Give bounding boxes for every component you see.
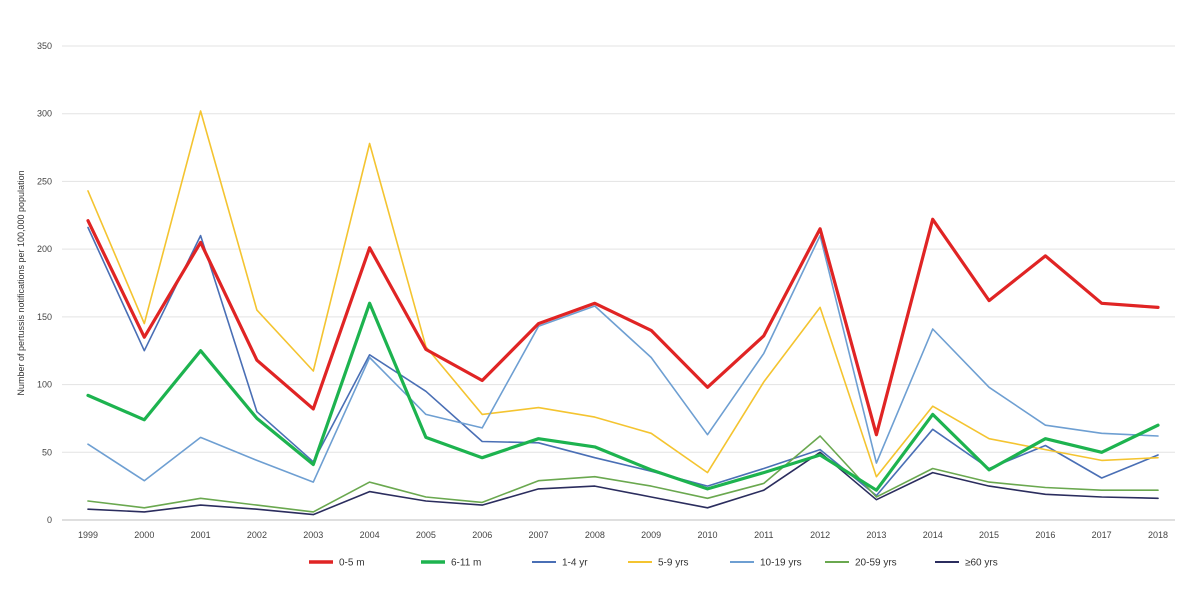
series-line-3 bbox=[87, 110, 1159, 478]
legend: 0-5 m 6-11 m 1-4 yr 5-9 yrs 10-19 yrs 20-59 y… bbox=[309, 558, 998, 569]
x-tick-label: 2013 bbox=[866, 530, 886, 540]
x-axis-ticks: 1999 2000 2001 2002 2003 2004 2005 2006 2007 2008… bbox=[78, 530, 1168, 540]
x-tick-label: 2012 bbox=[810, 530, 830, 540]
x-tick-label: 2007 bbox=[529, 530, 549, 540]
legend-label: 0-5 m bbox=[339, 558, 365, 569]
x-tick-label: 2000 bbox=[134, 530, 154, 540]
x-tick-label: 2014 bbox=[923, 530, 943, 540]
series-line-0 bbox=[86, 217, 1160, 437]
x-tick-label: 2006 bbox=[472, 530, 492, 540]
legend-label: ≥60 yrs bbox=[965, 558, 998, 569]
y-tick-label: 100 bbox=[37, 380, 52, 390]
legend-label: 6-11 m bbox=[451, 558, 481, 569]
legend-label: 20-59 yrs bbox=[855, 558, 897, 569]
legend-label: 5-9 yrs bbox=[658, 558, 689, 569]
x-tick-label: 2011 bbox=[754, 530, 773, 540]
legend-label: 1-4 yr bbox=[562, 558, 588, 569]
series-line-6 bbox=[87, 451, 1159, 516]
series-line-1 bbox=[86, 301, 1160, 492]
x-tick-label: 2016 bbox=[1035, 530, 1055, 540]
x-tick-label: 2004 bbox=[360, 530, 380, 540]
x-tick-label: 2002 bbox=[247, 530, 267, 540]
series-line-2 bbox=[87, 226, 1159, 497]
y-tick-label: 350 bbox=[37, 41, 52, 51]
y-axis-ticks: 0 50 100 150 200 250 300 350 bbox=[37, 41, 52, 525]
legend-label: 10-19 yrs bbox=[760, 558, 802, 569]
x-tick-label: 2009 bbox=[641, 530, 661, 540]
x-tick-label: 2008 bbox=[585, 530, 605, 540]
y-tick-label: 50 bbox=[42, 447, 52, 457]
y-tick-label: 300 bbox=[37, 109, 52, 119]
x-tick-label: 2003 bbox=[303, 530, 323, 540]
y-axis-label: Number of pertussis notifications per 10… bbox=[16, 170, 26, 395]
y-tick-label: 200 bbox=[37, 244, 52, 254]
x-tick-label: 2017 bbox=[1092, 530, 1112, 540]
x-tick-label: 1999 bbox=[78, 530, 98, 540]
y-tick-label: 150 bbox=[37, 312, 52, 322]
y-tick-label: 250 bbox=[37, 176, 52, 186]
x-tick-label: 2005 bbox=[416, 530, 436, 540]
x-tick-label: 2018 bbox=[1148, 530, 1168, 540]
x-tick-label: 2010 bbox=[697, 530, 717, 540]
y-tick-label: 0 bbox=[47, 515, 52, 525]
series-line-5 bbox=[87, 435, 1159, 513]
x-tick-label: 2001 bbox=[191, 530, 211, 540]
series-line-4 bbox=[87, 234, 1159, 483]
series-lines bbox=[86, 110, 1160, 516]
x-tick-label: 2015 bbox=[979, 530, 999, 540]
